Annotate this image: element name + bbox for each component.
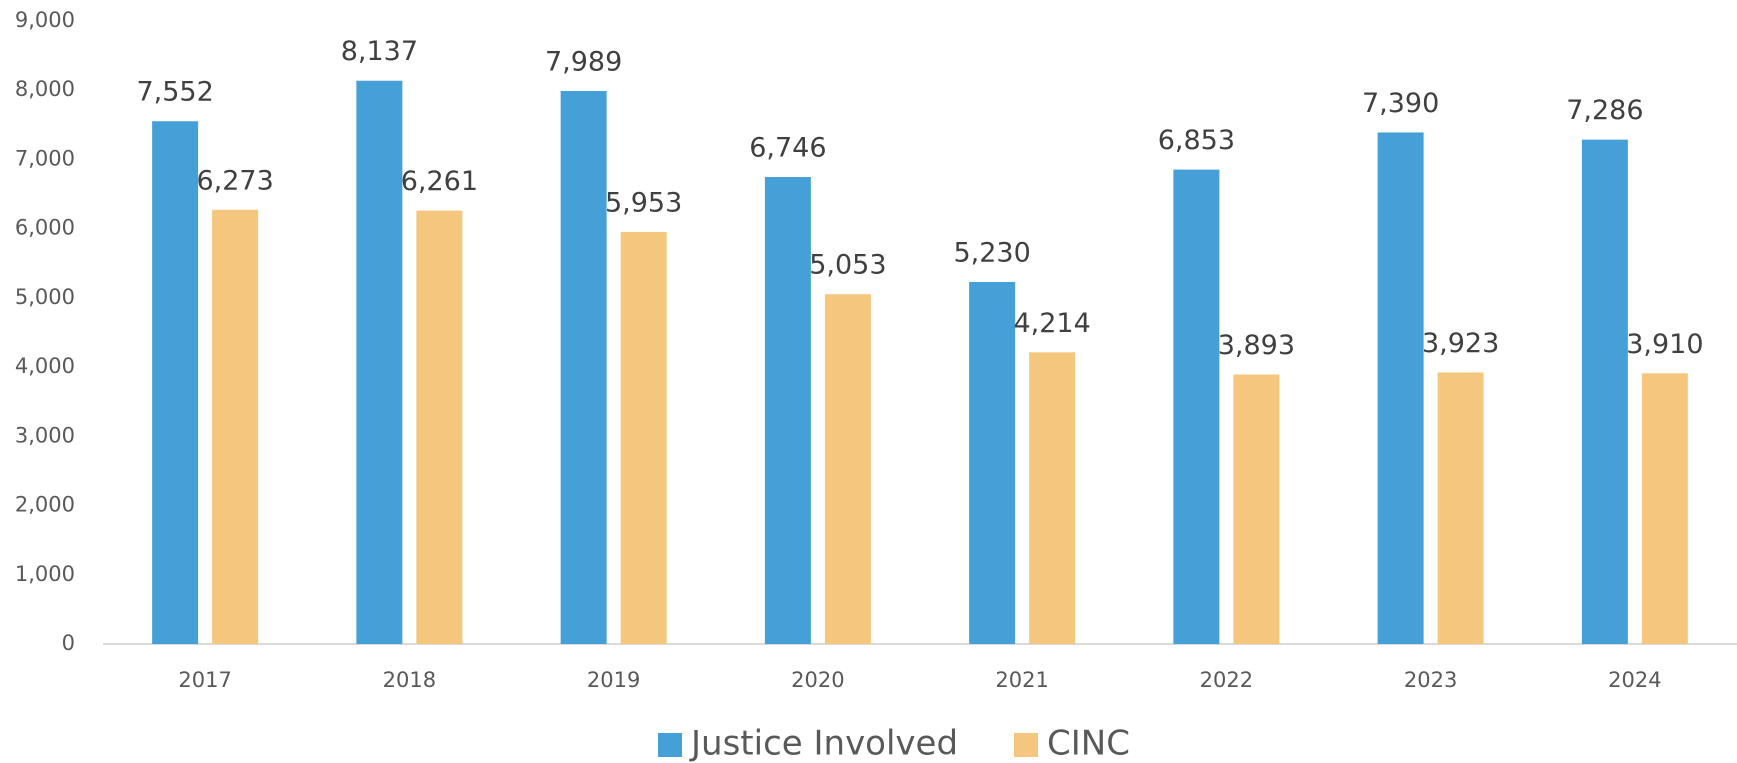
- y-tick-label: 5,000: [15, 285, 75, 309]
- x-tick-label: 2019: [587, 668, 640, 692]
- x-tick-label: 2023: [1404, 668, 1457, 692]
- y-tick-label: 9,000: [15, 8, 75, 32]
- x-tick-label: 2020: [791, 668, 844, 692]
- data-label: 5,230: [953, 237, 1030, 268]
- data-label: 5,053: [809, 250, 886, 281]
- y-tick-label: 7,000: [15, 146, 75, 170]
- data-label: 7,390: [1362, 88, 1439, 119]
- bar: [1173, 169, 1220, 644]
- legend-swatch: [658, 733, 682, 757]
- data-label: 3,910: [1626, 329, 1703, 360]
- bar: [1641, 373, 1688, 644]
- x-tick-label: 2022: [1200, 668, 1253, 692]
- bar: [152, 121, 199, 645]
- data-label: 3,923: [1422, 328, 1499, 359]
- data-label: 6,853: [1158, 125, 1235, 156]
- bar: [1233, 374, 1280, 644]
- bar: [356, 80, 403, 645]
- bar: [824, 294, 871, 644]
- x-tick-label: 2018: [383, 668, 436, 692]
- data-label: 6,746: [749, 133, 826, 164]
- legend-label: CINC: [1047, 724, 1130, 763]
- bar: [1437, 372, 1484, 644]
- x-tick-label: 2017: [178, 668, 231, 692]
- bar: [969, 281, 1016, 644]
- bar: [1029, 352, 1076, 644]
- data-label: 8,137: [341, 36, 418, 67]
- legend-swatch: [1014, 733, 1038, 757]
- y-tick-label: 2,000: [15, 493, 75, 517]
- legend-label: Justice Involved: [689, 724, 958, 763]
- data-label: 6,273: [196, 165, 273, 196]
- bar: [620, 231, 667, 644]
- bar: [764, 177, 811, 644]
- data-label: 5,953: [605, 187, 682, 218]
- y-tick-label: 4,000: [15, 354, 75, 378]
- y-tick-label: 8,000: [15, 77, 75, 101]
- x-tick-label: 2021: [995, 668, 1048, 692]
- x-tick-label: 2024: [1608, 668, 1661, 692]
- bar: [1581, 139, 1628, 644]
- data-label: 7,552: [136, 77, 213, 108]
- data-label: 7,989: [545, 46, 622, 77]
- y-tick-label: 6,000: [15, 216, 75, 240]
- data-label: 4,214: [1013, 308, 1090, 339]
- bar: [212, 209, 259, 645]
- data-label: 7,286: [1566, 95, 1643, 126]
- y-tick-label: 1,000: [15, 562, 75, 586]
- data-label: 6,261: [401, 166, 478, 197]
- bar: [1377, 132, 1424, 644]
- bar: [416, 210, 463, 644]
- y-tick-label: 3,000: [15, 423, 75, 447]
- bar: [560, 90, 607, 645]
- data-label: 3,893: [1218, 330, 1295, 361]
- y-tick-label: 0: [62, 631, 75, 655]
